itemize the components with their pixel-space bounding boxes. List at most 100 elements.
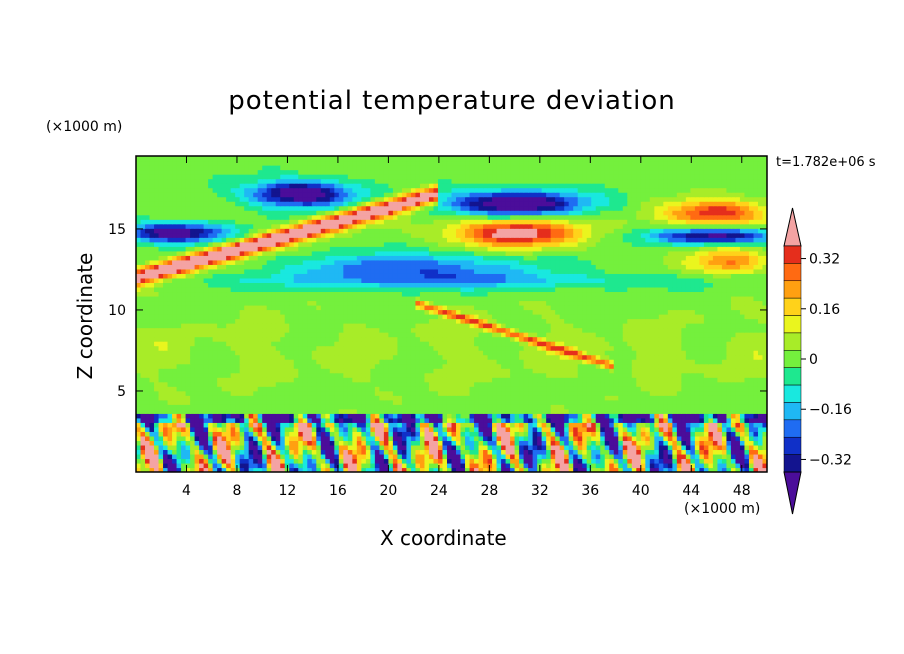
heatmap-cell: [338, 314, 344, 320]
heatmap-cell: [757, 458, 764, 464]
heatmap-cell: [672, 386, 678, 392]
heatmap-cell: [415, 372, 421, 378]
heatmap-cell: [199, 408, 205, 414]
heatmap-cell: [338, 453, 344, 460]
heatmap-cell: [163, 336, 169, 342]
heatmap-cell: [338, 377, 344, 383]
heatmap-cell: [703, 417, 710, 423]
heatmap-cell: [221, 417, 227, 423]
heatmap-cell: [437, 368, 444, 374]
heatmap-cell: [397, 372, 403, 378]
heatmap-cell: [514, 336, 520, 342]
heatmap-cell: [244, 399, 250, 405]
heatmap-cell: [712, 426, 719, 432]
heatmap-cell: [181, 417, 187, 423]
heatmap-cell: [460, 377, 466, 383]
heatmap-cell: [289, 377, 295, 383]
heatmap-cell: [717, 395, 723, 401]
heatmap-cell: [190, 467, 196, 472]
heatmap-cell: [604, 422, 610, 428]
heatmap-cell: [694, 381, 700, 387]
heatmap-cell: [703, 399, 710, 405]
heatmap-cell: [694, 435, 700, 441]
heatmap-cell: [442, 354, 448, 360]
heatmap-cell: [374, 341, 380, 347]
heatmap-cell: [483, 408, 489, 414]
heatmap-cell: [280, 363, 286, 369]
heatmap-cell: [730, 453, 737, 460]
heatmap-cell: [465, 399, 471, 405]
heatmap-cell: [320, 422, 326, 428]
heatmap-cell: [239, 368, 245, 374]
heatmap-cell: [726, 336, 732, 342]
heatmap-cell: [532, 399, 538, 405]
heatmap-cell: [329, 314, 335, 320]
heatmap-cell: [185, 354, 191, 360]
heatmap-cell: [428, 359, 435, 365]
heatmap-cell: [271, 359, 277, 365]
heatmap-cell: [334, 440, 340, 446]
heatmap-cell: [586, 341, 592, 347]
heatmap-cell: [735, 372, 741, 378]
heatmap-cell: [397, 350, 403, 356]
heatmap-cell: [230, 386, 236, 392]
heatmap-cell: [383, 350, 389, 356]
heatmap-cell: [190, 341, 196, 347]
heatmap-cell: [334, 399, 340, 405]
heatmap-cell: [519, 408, 525, 414]
heatmap-cell: [374, 323, 380, 329]
heatmap-cell: [181, 422, 187, 428]
heatmap-cell: [667, 431, 673, 437]
heatmap-cell: [672, 462, 678, 469]
heatmap-cell: [419, 386, 426, 392]
heatmap-cell: [248, 327, 254, 333]
heatmap-cell: [307, 462, 313, 469]
heatmap-cell: [568, 368, 574, 374]
heatmap-cell: [325, 327, 331, 333]
heatmap-cell: [573, 467, 579, 472]
heatmap-cell: [757, 354, 764, 360]
heatmap-cell: [289, 422, 295, 428]
heatmap-cell: [631, 408, 637, 414]
heatmap-cell: [230, 435, 236, 441]
heatmap-cell: [172, 417, 178, 423]
heatmap-cell: [325, 359, 331, 365]
heatmap-cell: [374, 363, 380, 369]
heatmap-cell: [748, 390, 755, 396]
heatmap-cell: [347, 359, 353, 365]
heatmap-cell: [559, 413, 565, 419]
heatmap-cell: [311, 422, 317, 428]
heatmap-cell: [163, 399, 169, 405]
heatmap-cell: [280, 426, 286, 432]
heatmap-cell: [613, 363, 619, 369]
heatmap-cell: [230, 327, 236, 333]
heatmap-cell: [708, 314, 714, 320]
heatmap-cell: [469, 404, 475, 410]
heatmap-cell: [244, 341, 250, 347]
heatmap-cell: [257, 350, 263, 356]
heatmap-cell: [465, 458, 471, 464]
heatmap-cell: [176, 318, 182, 324]
heatmap-cell: [338, 390, 344, 396]
heatmap-cell: [185, 435, 191, 441]
heatmap-cell: [410, 381, 417, 387]
heatmap-cell: [609, 372, 615, 378]
heatmap-cell: [604, 449, 610, 455]
heatmap-cell: [541, 323, 547, 329]
heatmap-cell: [140, 336, 146, 342]
heatmap-cell: [338, 327, 344, 333]
heatmap-cell: [158, 440, 164, 446]
heatmap-cell: [528, 426, 534, 432]
heatmap-cell: [577, 336, 583, 342]
heatmap-cell: [640, 462, 646, 469]
heatmap-cell: [726, 431, 732, 437]
heatmap-cell: [681, 354, 687, 360]
heatmap-cell: [176, 372, 182, 378]
heatmap-cell: [154, 332, 160, 338]
heatmap-cell: [699, 422, 705, 428]
heatmap-cell: [158, 327, 164, 333]
heatmap-cell: [622, 395, 628, 401]
heatmap-cell: [352, 323, 358, 329]
heatmap-cell: [762, 332, 767, 338]
heatmap-cell: [446, 444, 453, 451]
